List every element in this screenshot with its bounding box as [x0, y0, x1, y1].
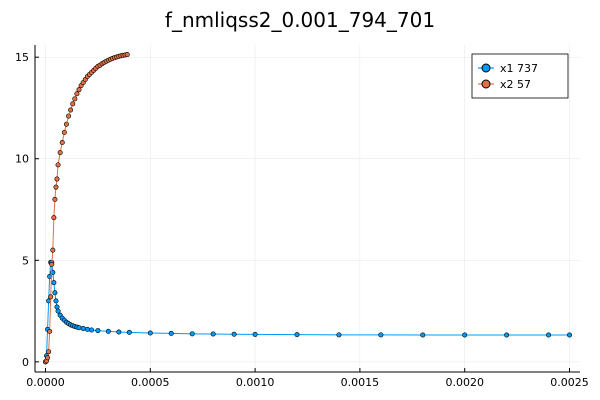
- y-tick-label: 0: [22, 356, 29, 369]
- legend-marker: [481, 63, 491, 73]
- data-point: [89, 327, 95, 333]
- x-tick-label: 0.0005: [131, 376, 170, 389]
- data-point: [55, 162, 61, 168]
- data-point: [189, 331, 195, 337]
- series-line: [44, 261, 570, 362]
- data-point: [72, 96, 78, 102]
- data-point: [45, 355, 51, 361]
- data-point: [63, 121, 69, 127]
- data-point: [50, 247, 56, 253]
- data-point: [57, 150, 63, 156]
- series-1: [42, 259, 573, 365]
- data-point: [252, 331, 258, 337]
- data-point: [52, 196, 58, 202]
- legend-label: x2 57: [500, 78, 531, 91]
- data-point: [76, 87, 82, 93]
- data-point: [116, 329, 122, 335]
- y-tick-label: 15: [15, 51, 29, 64]
- data-point: [46, 349, 52, 355]
- data-point: [147, 330, 153, 336]
- data-point: [168, 330, 174, 336]
- data-point: [66, 113, 72, 119]
- y-tick-label: 5: [22, 254, 29, 267]
- data-point: [53, 298, 59, 304]
- legend-item-1: x1 737: [478, 62, 538, 75]
- data-point: [126, 329, 132, 335]
- data-point: [51, 280, 57, 286]
- series-2: [42, 52, 130, 365]
- x-tick-label: 0.0025: [550, 376, 589, 389]
- data-point: [61, 129, 67, 135]
- data-point: [336, 332, 342, 338]
- x-tick-label: 0.0015: [341, 376, 380, 389]
- data-point: [80, 326, 86, 332]
- axes-layer: 0.0000 0.0005 0.0010 0.0015 0.0020 0.0025 0 5 10…: [15, 45, 589, 389]
- data-point: [76, 325, 82, 331]
- data-point: [55, 308, 61, 314]
- data-point: [462, 332, 468, 338]
- data-point: [124, 52, 130, 58]
- legend-item-2: x2 57: [478, 78, 531, 91]
- data-point: [105, 328, 111, 334]
- data-point: [420, 332, 426, 338]
- chart-title: f_nmliqss2_0.001_794_701: [165, 8, 435, 32]
- data-point: [53, 184, 59, 190]
- series-layer: [42, 52, 573, 365]
- data-point: [54, 176, 60, 182]
- x-tick-label: 0.0010: [236, 376, 275, 389]
- x-tick-label: 0.0020: [445, 376, 484, 389]
- data-point: [48, 294, 54, 300]
- data-point: [70, 101, 76, 107]
- data-point: [51, 215, 57, 221]
- data-point: [231, 331, 237, 337]
- data-point: [378, 332, 384, 338]
- data-point: [95, 328, 101, 334]
- data-point: [54, 304, 60, 310]
- data-point: [74, 91, 80, 97]
- legend-label: x1 737: [500, 62, 538, 75]
- data-point: [47, 328, 53, 334]
- data-point: [210, 331, 216, 337]
- legend: x1 737 x2 57: [471, 53, 569, 99]
- legend-box: [471, 53, 569, 99]
- x-tick-label: 0.0000: [26, 376, 65, 389]
- data-point: [567, 332, 573, 338]
- data-point: [294, 332, 300, 338]
- data-point: [84, 326, 90, 332]
- data-point: [68, 107, 74, 113]
- legend-marker: [481, 79, 491, 89]
- data-point: [52, 290, 58, 296]
- data-point: [49, 261, 55, 267]
- data-point: [504, 332, 510, 338]
- data-point: [59, 139, 65, 145]
- data-point: [546, 332, 552, 338]
- y-tick-label: 10: [15, 153, 29, 166]
